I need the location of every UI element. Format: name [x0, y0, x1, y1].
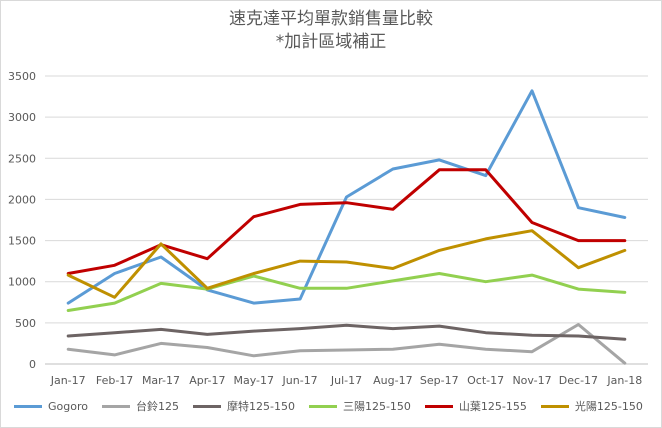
x-tick-label: Jan-18	[606, 374, 642, 387]
legend-swatch	[424, 404, 453, 408]
x-tick-label: Apr-17	[189, 374, 225, 387]
legend-item: 三陽125-150	[308, 398, 411, 414]
x-tick-label: Aug-17	[373, 374, 412, 387]
x-tick-label: Mar-17	[142, 374, 180, 387]
series-line-4	[66, 168, 627, 275]
y-tick-label: 3000	[8, 111, 36, 124]
y-tick-label: 2000	[8, 193, 36, 206]
legend-swatch	[14, 404, 42, 408]
y-tick-label: 0	[29, 358, 36, 371]
legend-label: 台鈴125	[135, 400, 179, 413]
series-line-5	[66, 229, 627, 299]
y-tick-label: 1000	[8, 276, 36, 289]
legend-label: 山葉125-155	[458, 400, 527, 413]
x-tick-label: Jun-17	[282, 374, 318, 387]
series-line-1	[66, 323, 627, 365]
legend-item: 山葉125-155	[424, 398, 527, 414]
legend-label: 三陽125-150	[342, 400, 411, 413]
y-tick-label: 500	[15, 317, 36, 330]
legend-swatch	[101, 404, 130, 408]
x-tick-label: Nov-17	[512, 374, 551, 387]
x-tick-label: Feb-17	[96, 374, 133, 387]
legend-label: Gogoro	[48, 399, 88, 413]
legend-label: 摩特125-150	[226, 400, 295, 413]
legend-item: Gogoro	[14, 400, 88, 413]
legend-label: 光陽125-150	[574, 400, 643, 413]
legend-item: 光陽125-150	[540, 398, 643, 414]
chart-title-line1: 速克達平均單款銷售量比較	[229, 9, 433, 29]
legend-swatch	[308, 404, 337, 408]
series-line-2	[66, 323, 627, 341]
chart-legend: Gogoro 台鈴125 摩特125-150 三陽125-150 山葉125-155 光陽…	[14, 397, 657, 415]
x-tick-label: May-17	[233, 374, 274, 387]
y-tick-label: 1500	[8, 235, 36, 248]
chart-title: 速克達平均單款銷售量比較 *加計區域補正	[0, 8, 662, 54]
x-tick-label: Jul-17	[330, 374, 362, 387]
legend-item: 摩特125-150	[192, 398, 295, 414]
y-tick-label: 3500	[8, 70, 36, 83]
x-tick-label: Sep-17	[420, 374, 459, 387]
x-tick-label: Oct-17	[467, 374, 504, 387]
x-tick-label: Dec-17	[559, 374, 598, 387]
series-line-0	[66, 89, 627, 305]
y-tick-label: 2500	[8, 152, 36, 165]
x-tick-label: Jan-17	[50, 374, 86, 387]
legend-swatch	[192, 404, 221, 408]
legend-item: 台鈴125	[101, 398, 179, 414]
chart-title-line2: *加計區域補正	[275, 32, 387, 52]
legend-swatch	[540, 404, 569, 408]
series-line-3	[66, 272, 627, 312]
